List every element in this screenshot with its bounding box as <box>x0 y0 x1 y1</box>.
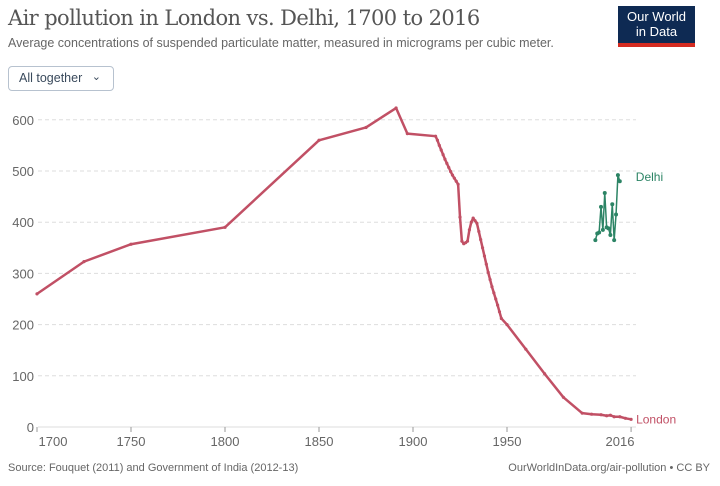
data-point <box>600 227 605 232</box>
chevron-down-icon: ⌄ <box>91 71 101 83</box>
data-point <box>129 242 133 246</box>
data-point <box>608 233 613 237</box>
x-tick-label: 1800 <box>211 434 240 449</box>
data-point <box>606 226 611 231</box>
data-point <box>614 212 619 217</box>
data-point <box>580 411 584 415</box>
data-point <box>475 221 479 225</box>
data-point <box>479 238 483 242</box>
data-point <box>608 413 613 417</box>
y-tick-label: 600 <box>12 113 34 128</box>
data-point <box>499 316 503 321</box>
data-point <box>618 415 622 419</box>
data-point <box>364 125 368 130</box>
data-point <box>610 202 615 207</box>
y-tick-label: 0 <box>27 420 34 435</box>
data-point <box>443 157 447 161</box>
series-line-delhi <box>594 174 621 241</box>
data-point <box>593 238 598 243</box>
data-point <box>469 220 473 224</box>
data-point <box>317 138 321 142</box>
dropdown-label: All together <box>19 71 83 85</box>
data-point <box>605 414 609 418</box>
data-point <box>450 173 455 177</box>
data-point <box>394 106 398 110</box>
source-note: Source: Fouquet (2011) and Government of… <box>8 462 299 474</box>
data-point <box>486 270 490 274</box>
x-tick-label: 1700 <box>39 434 68 449</box>
owid-logo[interactable]: Our World in Data <box>618 6 695 47</box>
chart-title: Air pollution in London vs. Delhi, 1700 … <box>8 6 480 30</box>
series-line-london <box>36 106 632 421</box>
data-point <box>437 143 441 147</box>
data-point <box>629 417 633 421</box>
data-point <box>441 153 445 157</box>
data-point <box>477 229 481 234</box>
data-point <box>35 292 39 296</box>
data-point <box>497 310 502 314</box>
y-tick-label: 100 <box>12 369 34 384</box>
data-point <box>458 215 462 219</box>
data-point <box>452 176 456 180</box>
data-point <box>590 412 594 416</box>
data-point <box>482 254 487 258</box>
data-point <box>439 148 443 152</box>
data-point <box>496 303 500 307</box>
data-point <box>433 134 438 138</box>
data-point <box>223 225 227 229</box>
data-point <box>543 372 547 376</box>
data-point <box>82 260 86 264</box>
logo-line-2: in Data <box>635 24 678 39</box>
data-point <box>488 277 492 282</box>
data-point <box>473 219 477 223</box>
data-point <box>597 230 602 235</box>
data-point <box>599 204 603 209</box>
data-point <box>405 132 409 136</box>
data-point <box>492 291 496 295</box>
data-point <box>484 262 488 266</box>
data-point <box>456 182 460 186</box>
data-point <box>599 413 603 417</box>
data-point <box>460 239 464 243</box>
data-point <box>447 165 451 170</box>
y-tick-label: 400 <box>12 215 34 230</box>
x-tick-label: 1950 <box>493 434 522 449</box>
data-point <box>454 179 458 183</box>
data-point <box>612 238 617 243</box>
data-point <box>505 323 509 327</box>
x-tick-label: 1850 <box>305 434 334 449</box>
data-point <box>449 169 453 174</box>
x-tick-label: 1750 <box>117 434 146 449</box>
data-point <box>471 216 475 220</box>
y-tick-label: 500 <box>12 164 34 179</box>
source-link[interactable]: OurWorldInData.org/air-pollution • CC BY <box>508 462 710 474</box>
data-point <box>623 416 628 420</box>
data-point <box>494 297 498 301</box>
data-point <box>465 239 470 243</box>
data-point <box>561 395 566 399</box>
y-tick-label: 200 <box>12 318 34 333</box>
data-point <box>524 347 528 351</box>
data-point <box>602 191 607 196</box>
data-point <box>615 173 620 178</box>
chart-subtitle: Average concentrations of suspended part… <box>8 36 554 50</box>
data-point <box>617 179 622 184</box>
x-tick-label: 1900 <box>399 434 428 449</box>
y-tick-label: 300 <box>12 266 34 281</box>
data-point <box>467 228 471 232</box>
data-point <box>435 138 440 142</box>
view-mode-dropdown[interactable]: All together ⌄ <box>8 66 114 91</box>
data-point <box>612 415 616 419</box>
data-point <box>445 161 449 165</box>
data-point <box>480 246 485 250</box>
x-tick-label: 2016 <box>606 434 635 449</box>
series-label-london: London <box>636 412 676 426</box>
logo-line-1: Our World <box>627 9 686 24</box>
series-label-delhi: Delhi <box>636 170 663 184</box>
data-point <box>490 285 494 289</box>
